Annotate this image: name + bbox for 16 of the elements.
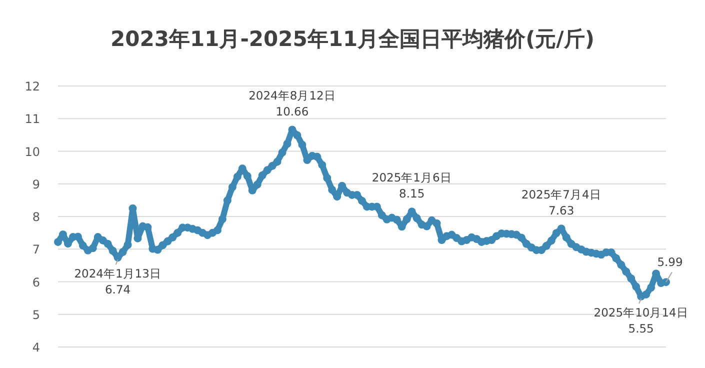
y-tick-label: 7	[32, 242, 40, 257]
y-tick-label: 8	[32, 210, 40, 224]
y-tick-label: 12	[24, 80, 40, 94]
y-tick-label: 6	[32, 275, 40, 290]
annotation: 2025年1月6日 8.15	[372, 170, 452, 201]
annotation: 2025年10月14日 5.55	[594, 305, 688, 336]
annotation: 2024年1月13日 6.74	[74, 266, 162, 297]
chart-title: 2023年11月-2025年11月全国日平均猪价(元/斤)	[110, 27, 594, 51]
y-tick-label: 11	[24, 112, 40, 126]
annotation: 5.99	[657, 255, 683, 270]
annotation: 2024年8月12日 10.66	[248, 88, 336, 119]
y-tick-label: 5	[32, 308, 40, 322]
annotation: 2025年7月4日 7.63	[521, 188, 602, 218]
y-tick-label: 9	[32, 177, 40, 192]
y-tick-label: 4	[32, 340, 40, 354]
y-tick-label: 10	[24, 144, 40, 159]
